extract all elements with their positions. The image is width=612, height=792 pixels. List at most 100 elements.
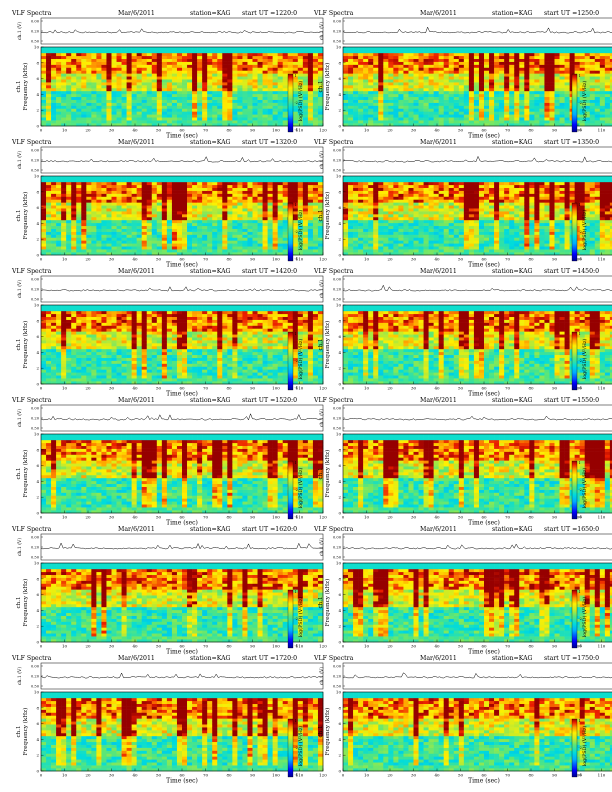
spectrogram-cell xyxy=(489,97,494,100)
spectrogram-cell xyxy=(217,205,222,208)
spectrogram-cell xyxy=(303,199,308,202)
spectrogram-cell xyxy=(41,76,46,79)
spectrogram-cell xyxy=(293,120,298,123)
spectrogram-cell xyxy=(373,205,378,208)
spectrogram-cell xyxy=(454,106,459,109)
spectrogram-cell xyxy=(373,47,378,50)
frequency-tick-label: 6 xyxy=(338,76,341,81)
waveform-tick-label: 0.20 xyxy=(333,159,342,163)
spectrogram-cell xyxy=(207,117,212,120)
spectrogram-cell xyxy=(408,114,413,117)
spectrogram-cell xyxy=(343,217,348,220)
spectrogram-cell xyxy=(61,47,66,50)
spectrogram-cell xyxy=(600,91,605,94)
spectrogram-cell xyxy=(91,67,96,70)
spectrogram-cell xyxy=(293,249,298,252)
spectrogram-cell xyxy=(152,179,157,182)
spectrogram-cell xyxy=(112,76,117,79)
spectrogram-cell xyxy=(86,179,91,182)
spectrogram-cell xyxy=(273,211,278,214)
spectrogram-cell xyxy=(403,79,408,82)
spectrogram-cell xyxy=(368,249,373,252)
spectrogram-cell xyxy=(368,79,373,82)
spectrogram-cell xyxy=(343,202,348,205)
spectrogram-cell xyxy=(162,79,167,82)
spectrogram-cell xyxy=(555,47,560,50)
spectrogram-cell xyxy=(137,111,142,114)
spectrogram-cell xyxy=(157,97,162,100)
spectrogram-cell xyxy=(293,226,298,229)
spectrogram-cell xyxy=(142,65,147,68)
spectrogram-cell xyxy=(388,73,393,76)
spectrogram-cell xyxy=(499,97,504,100)
spectrogram-cell xyxy=(101,111,106,114)
spectrogram-cell xyxy=(318,70,323,73)
spectrogram-cell xyxy=(91,50,96,53)
spectrogram-cell xyxy=(242,82,247,85)
spectrogram-cell xyxy=(268,179,273,182)
spectrogram-cell xyxy=(278,65,283,68)
spectrogram-cell xyxy=(439,88,444,91)
spectrogram-cell xyxy=(268,91,273,94)
spectrogram-cell xyxy=(263,214,268,217)
spectrogram-cell xyxy=(358,120,363,123)
spectrogram-cell xyxy=(263,243,268,246)
spectrogram-cell xyxy=(388,53,393,56)
spectrogram-cell xyxy=(283,94,288,97)
spectrogram-cell xyxy=(368,111,373,114)
spectrogram-cell xyxy=(414,59,419,62)
spectrogram-cell xyxy=(454,120,459,123)
spectrogram-cell xyxy=(71,67,76,70)
spectrogram-cell xyxy=(217,100,222,103)
spectrogram-cell xyxy=(46,53,51,56)
spectrogram-cell xyxy=(177,240,182,243)
spectrogram-cell xyxy=(368,108,373,111)
spectrogram-cell xyxy=(187,70,192,73)
spectrogram-cell xyxy=(293,240,298,243)
spectrogram-cell xyxy=(469,111,474,114)
spectrogram-cell xyxy=(539,108,544,111)
spectrogram-cell xyxy=(348,79,353,82)
spectrogram-cell xyxy=(403,103,408,106)
spectrogram-cell xyxy=(167,235,172,238)
spectrogram-cell xyxy=(419,59,424,62)
spectrogram-cell xyxy=(101,235,106,238)
spectrogram-cell xyxy=(202,59,207,62)
spectrogram-cell xyxy=(177,50,182,53)
spectrogram-cell xyxy=(273,194,278,197)
spectrogram-cell xyxy=(187,237,192,240)
spectrogram-cell xyxy=(76,97,81,100)
spectrogram-cell xyxy=(122,185,127,188)
spectrogram-cell xyxy=(86,229,91,232)
spectrogram-cell xyxy=(41,97,46,100)
spectrogram-cell xyxy=(192,208,197,211)
spectrogram-cell xyxy=(464,100,469,103)
spectrogram-cell xyxy=(162,179,167,182)
spectrogram-cell xyxy=(449,103,454,106)
spectrogram-cell xyxy=(177,232,182,235)
spectrogram-cell xyxy=(383,47,388,50)
spectrogram-cell xyxy=(222,47,227,50)
spectrogram-cell xyxy=(187,240,192,243)
spectrogram-cell xyxy=(172,223,177,226)
spectrogram-cell xyxy=(66,47,71,50)
spectrogram-cell xyxy=(197,106,202,109)
spectrogram-cell xyxy=(197,220,202,223)
spectrogram-cell xyxy=(293,237,298,240)
spectrogram-cell xyxy=(605,59,610,62)
spectrogram-cell xyxy=(318,249,323,252)
spectrogram-cell xyxy=(313,70,318,73)
spectrogram-cell xyxy=(273,243,278,246)
spectrogram-cell xyxy=(46,208,51,211)
spectrogram-cell xyxy=(106,199,111,202)
spectrogram-cell xyxy=(489,70,494,73)
spectrogram-cell xyxy=(263,103,268,106)
spectrogram-cell xyxy=(91,100,96,103)
spectrogram-cell xyxy=(263,108,268,111)
spectrogram-cell xyxy=(600,47,605,50)
spectrogram-cell xyxy=(172,100,177,103)
spectrogram-cell xyxy=(227,205,232,208)
spectrogram-cell xyxy=(509,108,514,111)
spectrogram-cell xyxy=(56,47,61,50)
spectrogram-cell xyxy=(529,91,534,94)
